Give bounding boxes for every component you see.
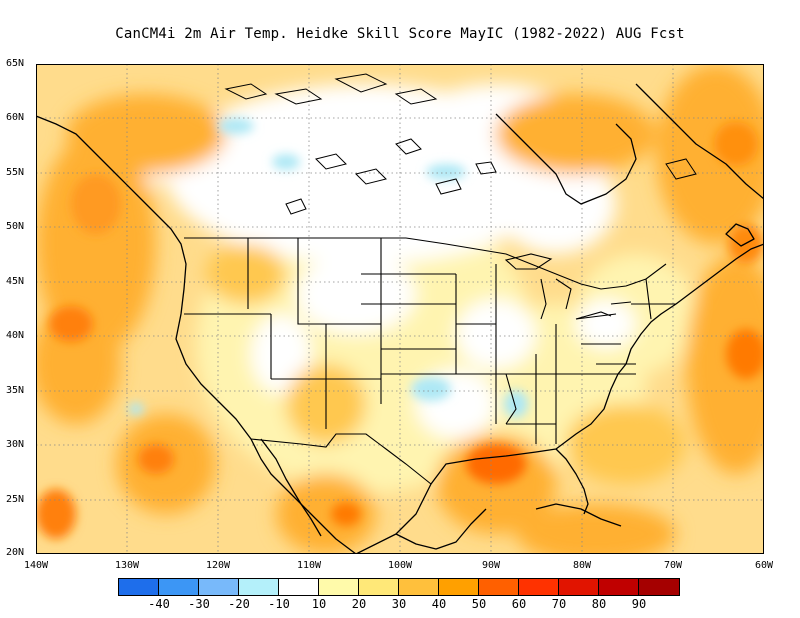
- color-swatch: [639, 579, 679, 595]
- colorbar-tick-label: 10: [311, 597, 327, 611]
- lat-label: 40N: [6, 330, 25, 341]
- colorbar-tick-label: 90: [631, 597, 647, 611]
- lon-label: 100W: [387, 560, 413, 571]
- grid-lines: [36, 64, 764, 554]
- color-swatch: [559, 579, 599, 595]
- arctic-islands: [224, 73, 697, 215]
- color-scale-bar: [118, 578, 680, 596]
- color-swatch: [239, 579, 279, 595]
- lat-label: 35N: [6, 385, 25, 396]
- color-swatch: [359, 579, 399, 595]
- skill-score-field: [36, 64, 764, 554]
- colorbar-tick-label: 50: [471, 597, 487, 611]
- lon-label: 110W: [296, 560, 322, 571]
- color-swatch: [279, 579, 319, 595]
- lon-label: 140W: [23, 560, 49, 571]
- color-swatch: [399, 579, 439, 595]
- lon-label: 60W: [754, 560, 774, 571]
- lon-label: 80W: [572, 560, 592, 571]
- lat-label: 60N: [6, 112, 25, 123]
- colorbar-tick-label: 60: [511, 597, 527, 611]
- great-lakes: [504, 253, 632, 320]
- color-swatch: [439, 579, 479, 595]
- lat-label: 30N: [6, 439, 25, 450]
- color-swatch: [119, 579, 159, 595]
- colorbar-tick-label: 30: [391, 597, 407, 611]
- lon-label: 90W: [481, 560, 501, 571]
- color-swatch: [479, 579, 519, 595]
- color-swatch: [519, 579, 559, 595]
- lon-label: 120W: [205, 560, 231, 571]
- color-swatch: [319, 579, 359, 595]
- colorbar-tick-label: -10: [268, 597, 290, 611]
- map-frame-border: [36, 64, 764, 554]
- color-swatch: [159, 579, 199, 595]
- lat-label: 20N: [6, 547, 25, 558]
- political-borders: [184, 237, 676, 485]
- colorbar-tick-label: 20: [351, 597, 367, 611]
- lat-label: 45N: [6, 276, 25, 287]
- colorbar-tick-label: 80: [591, 597, 607, 611]
- lat-label: 55N: [6, 167, 25, 178]
- lat-label: 25N: [6, 494, 25, 505]
- map-plot-area: [36, 64, 764, 554]
- colorbar-tick-label: 70: [551, 597, 567, 611]
- colorbar-tick-label: -30: [188, 597, 210, 611]
- colorbar-tick-label: 40: [431, 597, 447, 611]
- coastlines: [36, 83, 764, 554]
- lat-label: 65N: [6, 58, 25, 69]
- lat-label: 50N: [6, 221, 25, 232]
- colorbar-tick-label: -40: [148, 597, 170, 611]
- colorbar-tick-label: -20: [228, 597, 250, 611]
- lon-label: 70W: [663, 560, 683, 571]
- lon-label: 130W: [114, 560, 140, 571]
- color-swatch: [599, 579, 639, 595]
- color-swatch: [199, 579, 239, 595]
- chart-title: CanCM4i 2m Air Temp. Heidke Skill Score …: [115, 26, 685, 42]
